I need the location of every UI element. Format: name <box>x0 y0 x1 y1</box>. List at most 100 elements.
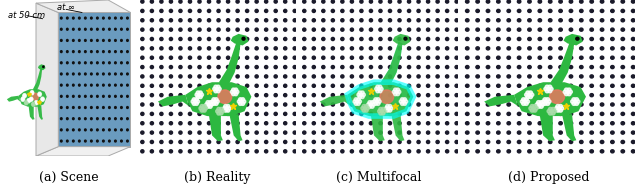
Circle shape <box>72 51 74 52</box>
Circle shape <box>322 140 325 144</box>
Circle shape <box>160 140 163 144</box>
Circle shape <box>417 0 420 3</box>
Circle shape <box>517 131 521 134</box>
Circle shape <box>109 62 110 64</box>
Circle shape <box>67 62 68 64</box>
Circle shape <box>40 94 41 96</box>
Circle shape <box>408 19 411 22</box>
Circle shape <box>350 75 353 78</box>
Circle shape <box>255 0 258 3</box>
Circle shape <box>102 95 104 97</box>
Circle shape <box>507 131 511 134</box>
Circle shape <box>408 112 411 115</box>
Circle shape <box>546 98 550 101</box>
Circle shape <box>600 0 604 3</box>
Circle shape <box>225 107 228 110</box>
Circle shape <box>354 98 358 101</box>
Circle shape <box>445 9 449 12</box>
Circle shape <box>127 140 128 142</box>
Circle shape <box>207 56 211 59</box>
Circle shape <box>369 103 372 106</box>
Circle shape <box>40 93 42 95</box>
Circle shape <box>465 37 469 41</box>
Circle shape <box>538 84 541 87</box>
Circle shape <box>198 122 201 125</box>
Circle shape <box>517 84 521 87</box>
Circle shape <box>388 150 392 153</box>
Circle shape <box>632 47 635 50</box>
Circle shape <box>600 150 604 153</box>
Circle shape <box>195 102 198 105</box>
Circle shape <box>236 150 239 153</box>
Circle shape <box>312 94 316 97</box>
Circle shape <box>293 19 296 22</box>
Circle shape <box>529 107 532 110</box>
Circle shape <box>520 100 524 103</box>
Circle shape <box>580 112 583 115</box>
Circle shape <box>611 56 614 59</box>
Circle shape <box>79 73 80 75</box>
Circle shape <box>322 103 325 106</box>
Circle shape <box>303 66 306 69</box>
Circle shape <box>22 99 24 101</box>
Circle shape <box>436 0 439 3</box>
Circle shape <box>293 75 296 78</box>
Circle shape <box>528 19 531 22</box>
Circle shape <box>388 28 392 31</box>
Circle shape <box>408 84 411 87</box>
Circle shape <box>426 122 429 125</box>
Circle shape <box>207 140 211 144</box>
Circle shape <box>455 103 458 106</box>
Circle shape <box>360 66 363 69</box>
Text: (b) Reality: (b) Reality <box>184 171 250 184</box>
Circle shape <box>497 112 500 115</box>
Circle shape <box>24 94 26 96</box>
Circle shape <box>61 118 62 120</box>
Circle shape <box>25 95 26 97</box>
Circle shape <box>559 75 563 78</box>
Circle shape <box>552 109 556 113</box>
Circle shape <box>486 28 490 31</box>
Circle shape <box>380 87 383 91</box>
Circle shape <box>388 122 392 125</box>
Circle shape <box>239 102 242 105</box>
Circle shape <box>303 37 306 41</box>
Circle shape <box>31 92 33 93</box>
Circle shape <box>388 131 392 134</box>
Circle shape <box>436 56 439 59</box>
Circle shape <box>67 73 68 75</box>
Circle shape <box>398 150 401 153</box>
Circle shape <box>569 140 573 144</box>
Circle shape <box>497 94 500 97</box>
Circle shape <box>362 105 365 108</box>
Circle shape <box>79 84 80 86</box>
Circle shape <box>121 129 122 131</box>
Circle shape <box>332 19 335 22</box>
Circle shape <box>417 103 420 106</box>
Circle shape <box>188 66 191 69</box>
Polygon shape <box>36 3 58 156</box>
Circle shape <box>533 109 537 112</box>
Circle shape <box>522 98 525 101</box>
Circle shape <box>217 112 220 115</box>
Circle shape <box>274 66 277 69</box>
Circle shape <box>236 103 239 106</box>
Circle shape <box>436 150 439 153</box>
Circle shape <box>590 37 593 41</box>
Circle shape <box>507 150 511 153</box>
Circle shape <box>127 84 128 86</box>
Circle shape <box>36 103 38 105</box>
Circle shape <box>379 47 382 50</box>
Circle shape <box>31 103 33 105</box>
Circle shape <box>365 109 368 112</box>
Circle shape <box>569 75 573 78</box>
Circle shape <box>255 84 258 87</box>
Circle shape <box>246 112 249 115</box>
Circle shape <box>544 87 548 91</box>
Circle shape <box>445 122 449 125</box>
Circle shape <box>312 66 316 69</box>
Circle shape <box>566 90 570 93</box>
Circle shape <box>426 37 429 41</box>
Circle shape <box>102 40 104 41</box>
Circle shape <box>572 102 576 105</box>
